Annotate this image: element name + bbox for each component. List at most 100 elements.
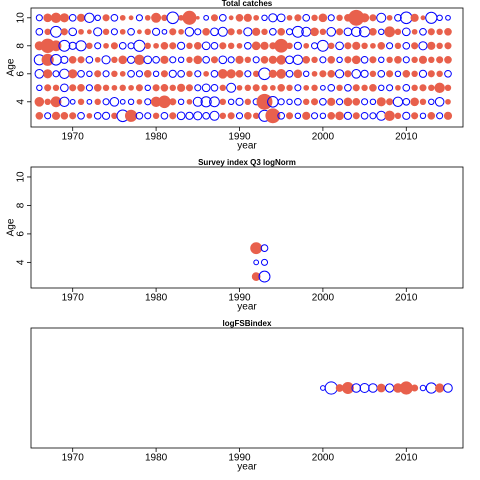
bubble: [69, 84, 77, 92]
bubble: [302, 13, 311, 22]
bubble: [52, 84, 60, 92]
bubble: [235, 97, 244, 106]
bubble: [343, 27, 353, 37]
bubble: [344, 56, 352, 64]
bubble: [244, 70, 252, 78]
bubble: [244, 56, 252, 64]
bubble: [219, 42, 227, 50]
bubble: [151, 27, 161, 36]
bubble: [327, 14, 335, 22]
bubble: [378, 56, 385, 64]
bubble: [427, 111, 436, 120]
bubble: [235, 69, 244, 78]
bubble: [318, 13, 328, 23]
bubble: [244, 84, 252, 92]
bubble: [418, 69, 428, 78]
bubble: [311, 98, 319, 106]
bubble: [302, 70, 310, 78]
bubble: [152, 55, 160, 64]
bubble: [209, 110, 220, 121]
bubble: [50, 40, 62, 52]
bubble: [268, 55, 277, 64]
bubble: [327, 83, 336, 92]
bubble: [260, 244, 269, 252]
bubble: [85, 84, 93, 92]
panel-title: Total catches: [222, 0, 273, 8]
bubble: [193, 55, 203, 65]
bubble: [102, 28, 110, 36]
bubble: [401, 27, 411, 37]
bubble: [202, 27, 210, 36]
x-tick-label: 1990: [228, 132, 251, 143]
bubble: [127, 42, 135, 50]
bubble: [168, 69, 177, 78]
bubble: [153, 42, 159, 49]
bubble: [36, 84, 43, 92]
bubble: [411, 112, 419, 120]
bubble: [334, 69, 345, 79]
bubble: [84, 12, 95, 24]
bubble: [109, 97, 120, 107]
bubble: [51, 111, 61, 120]
bubble: [369, 70, 377, 78]
bubble: [319, 112, 327, 120]
bubble: [434, 97, 445, 107]
bubble: [443, 383, 453, 393]
bubble: [143, 55, 153, 65]
bubble: [219, 112, 227, 120]
bubble: [60, 83, 69, 93]
bubble: [44, 84, 52, 92]
bubble: [294, 97, 302, 106]
bubble: [227, 42, 235, 50]
bubble: [436, 14, 443, 22]
bubble: [252, 70, 260, 78]
bubble: [261, 84, 268, 92]
bubble: [202, 111, 210, 120]
bubble: [258, 270, 271, 283]
bubble: [402, 69, 411, 78]
bubble: [261, 28, 268, 36]
bubble: [386, 84, 394, 92]
bubble: [320, 385, 326, 391]
bubble: [110, 42, 118, 50]
bubble: [410, 97, 419, 107]
bubble: [44, 98, 51, 106]
bubble: [327, 55, 336, 64]
bubble: [127, 69, 135, 78]
x-axis-label: year: [237, 302, 257, 313]
bubble: [35, 14, 43, 22]
bubble: [60, 55, 69, 64]
bubble: [410, 13, 419, 22]
bubble: [133, 39, 146, 52]
bubble: [68, 13, 77, 22]
bubble: [201, 83, 211, 93]
bubble: [119, 98, 126, 105]
bubble: [124, 109, 138, 122]
bubble: [102, 14, 110, 22]
bubble: [436, 42, 443, 50]
bubble: [76, 13, 86, 22]
bubble: [360, 13, 370, 23]
bubble: [411, 42, 419, 50]
x-tick-label: 1970: [62, 453, 85, 464]
bubble: [369, 56, 377, 64]
bubble: [127, 98, 135, 106]
x-tick-label: 2010: [395, 453, 418, 464]
bubble: [394, 13, 402, 22]
bubble: [302, 98, 310, 106]
bubble: [110, 28, 118, 36]
bubble: [136, 98, 143, 105]
bubble: [256, 93, 273, 110]
bubble: [336, 14, 343, 22]
bubble: [435, 383, 445, 393]
bubble: [335, 384, 344, 392]
bubble: [311, 112, 319, 120]
bubble: [93, 83, 102, 92]
bubble: [327, 97, 336, 106]
y-axis-label: Age: [6, 218, 17, 236]
bubble: [319, 56, 327, 64]
bubble: [200, 96, 212, 108]
bubble: [252, 56, 260, 64]
bubble: [402, 97, 411, 106]
y-tick-label: 10: [16, 12, 27, 24]
